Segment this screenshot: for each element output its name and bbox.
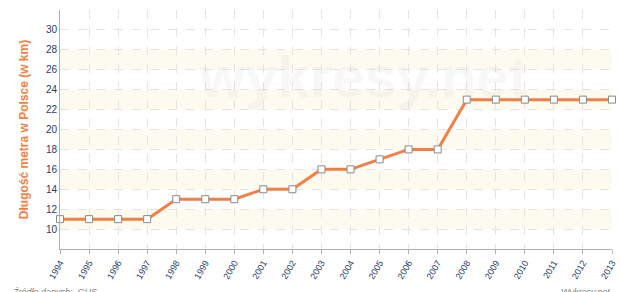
- svg-text:2002: 2002: [279, 259, 298, 281]
- svg-text:2000: 2000: [221, 259, 240, 281]
- svg-text:14: 14: [46, 184, 58, 195]
- svg-text:2004: 2004: [337, 259, 356, 281]
- svg-text:2012: 2012: [570, 259, 589, 281]
- svg-text:1997: 1997: [134, 259, 153, 281]
- svg-text:2005: 2005: [367, 259, 386, 281]
- svg-text:16: 16: [46, 164, 58, 175]
- svg-text:2013: 2013: [599, 259, 618, 281]
- svg-text:1999: 1999: [192, 259, 211, 281]
- svg-text:2011: 2011: [541, 259, 559, 281]
- svg-text:1994: 1994: [47, 259, 66, 281]
- svg-text:2003: 2003: [308, 259, 327, 281]
- svg-text:10: 10: [46, 224, 58, 235]
- svg-text:2008: 2008: [454, 259, 473, 281]
- svg-text:22: 22: [46, 104, 58, 115]
- svg-text:24: 24: [46, 84, 58, 95]
- svg-text:26: 26: [46, 64, 58, 75]
- svg-text:18: 18: [46, 144, 58, 155]
- svg-text:wykresy.net: wykresy.net: [199, 44, 528, 109]
- svg-text:1998: 1998: [163, 259, 182, 281]
- svg-text:2010: 2010: [512, 259, 531, 281]
- svg-text:30: 30: [46, 24, 58, 35]
- svg-text:1995: 1995: [76, 259, 95, 281]
- svg-text:2001: 2001: [250, 259, 269, 281]
- svg-text:2006: 2006: [396, 259, 415, 281]
- svg-text:Źródło danych: GUS: Źródło danych: GUS: [12, 287, 97, 292]
- svg-text:28: 28: [46, 44, 58, 55]
- svg-text:2009: 2009: [483, 259, 502, 281]
- svg-text:1996: 1996: [105, 259, 124, 281]
- svg-text:Wykresy.net: Wykresy.net: [561, 287, 610, 292]
- svg-text:12: 12: [46, 204, 58, 215]
- svg-text:Długość metra w Polsce (w km): Długość metra w Polsce (w km): [17, 40, 31, 219]
- svg-text:2007: 2007: [425, 259, 444, 281]
- svg-text:20: 20: [46, 124, 58, 135]
